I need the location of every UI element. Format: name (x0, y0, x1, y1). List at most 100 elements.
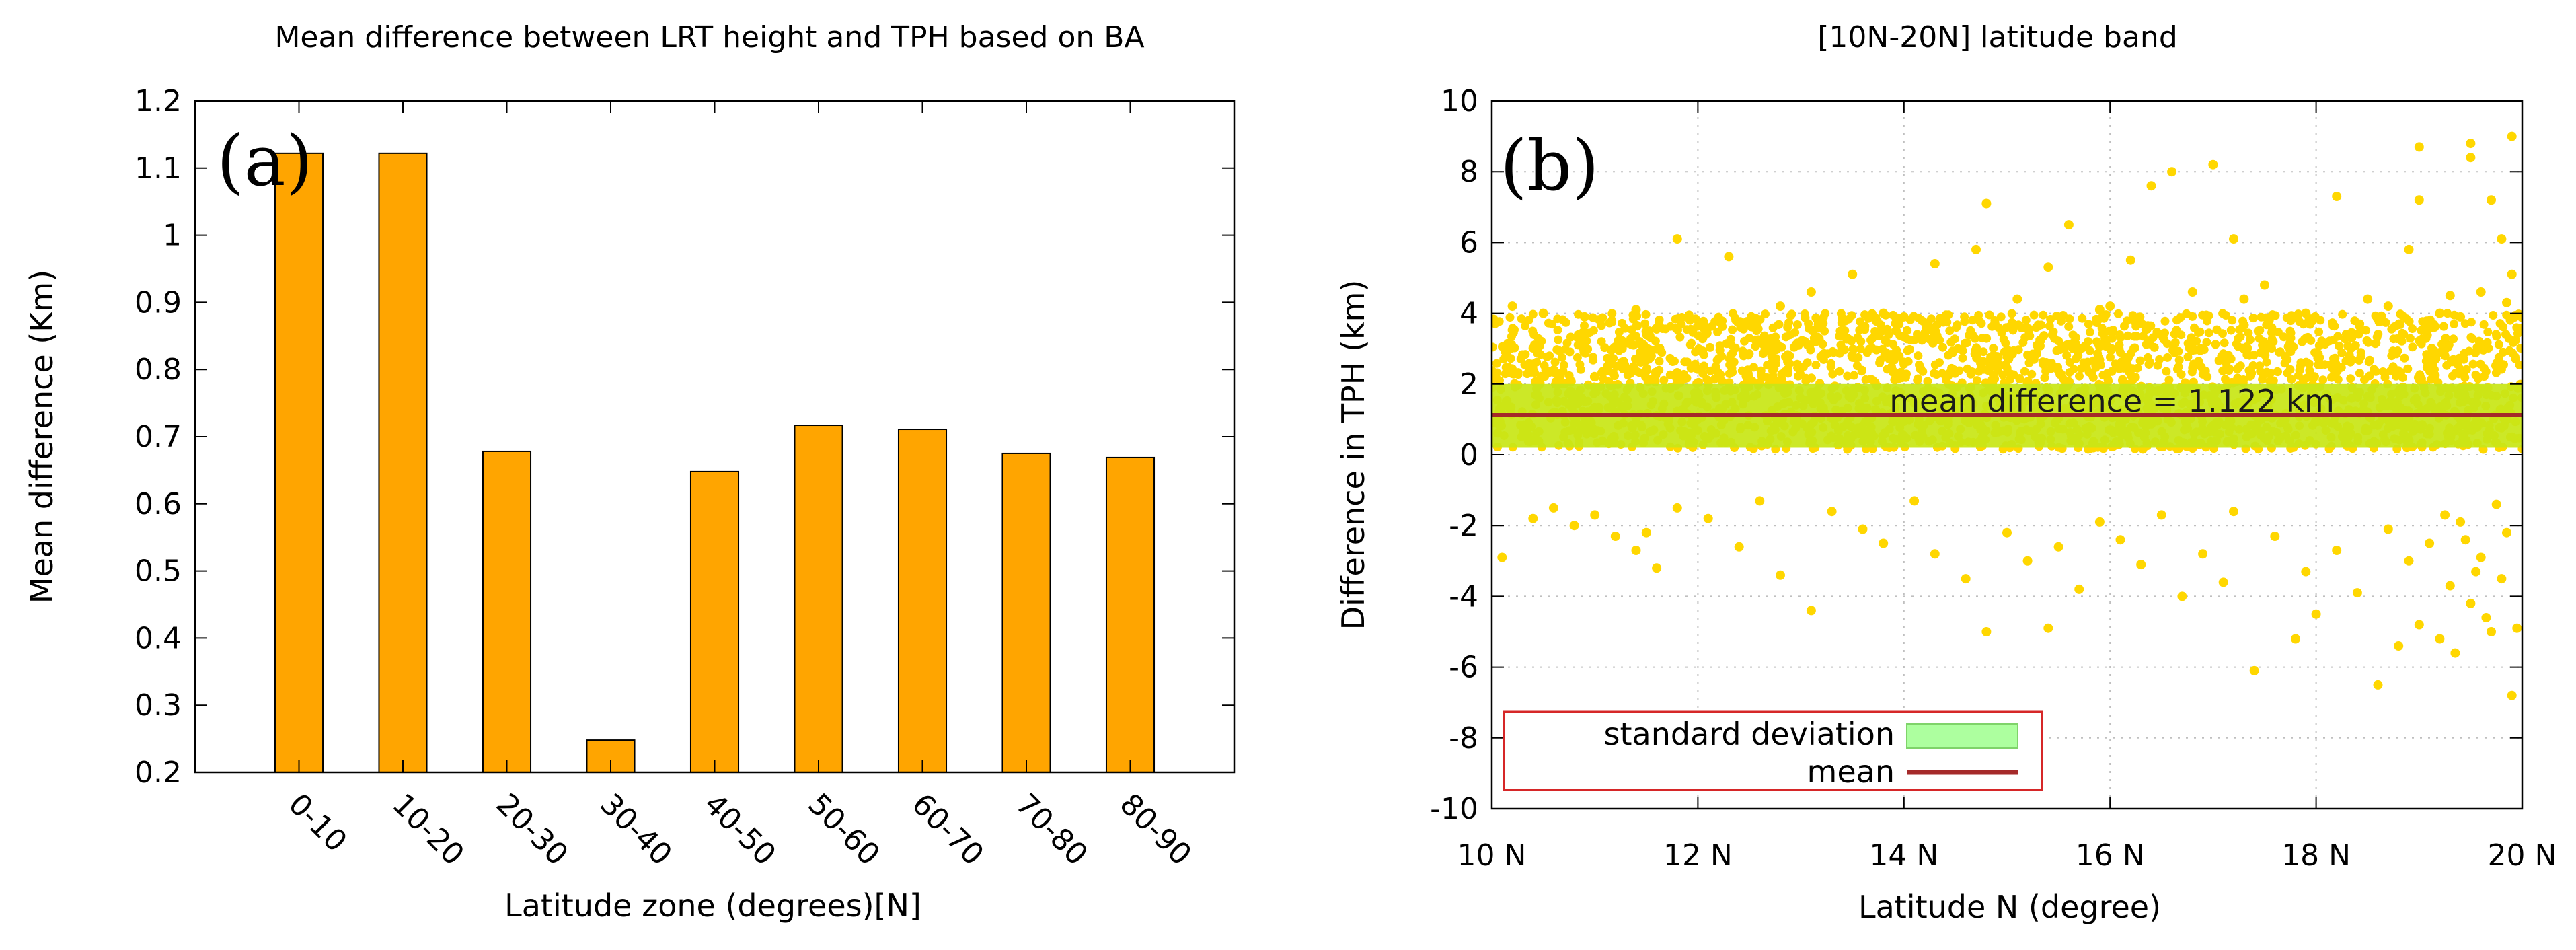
scatter-point (1739, 349, 1747, 359)
scatter-point (2472, 342, 2482, 352)
scatter-point (1864, 344, 1874, 354)
scatter-point (1945, 326, 1955, 336)
scatter-point (2229, 507, 2238, 517)
y-tick-label: 0.2 (135, 756, 182, 790)
scatter-point (2065, 314, 2074, 324)
scatter-point (2285, 365, 2295, 374)
scatter-point (2507, 690, 2517, 700)
scatter-point (2291, 634, 2300, 644)
scatter-point (1579, 328, 1588, 337)
scatter-point (1946, 338, 1956, 347)
scatter-point (2286, 334, 2296, 343)
scatter-point (1654, 318, 1663, 327)
scatter-point (2069, 365, 2078, 374)
scatter-point (1918, 367, 1928, 376)
scatter-point (1891, 314, 1901, 324)
scatter-point (2423, 351, 2432, 360)
scatter-point (2271, 311, 2280, 320)
scatter-point (1518, 350, 1527, 359)
scatter-point (1501, 369, 1510, 379)
scatter-point (1538, 308, 1548, 318)
scatter-point (1918, 336, 1927, 345)
scatter-point (2456, 312, 2466, 322)
scatter-point (2355, 369, 2364, 378)
y-tick-label: 0.5 (135, 554, 182, 589)
scatter-point (1620, 324, 1630, 333)
scatter-point (2337, 348, 2347, 357)
scatter-point (1565, 347, 1575, 357)
scatter-point (2426, 375, 2435, 384)
scatter-point (2131, 373, 2140, 382)
scatter-point (2512, 623, 2522, 633)
scatter-point (2283, 342, 2293, 351)
scatter-point (2495, 319, 2505, 328)
bar-10-20 (378, 152, 428, 773)
scatter-point (2022, 556, 2033, 566)
scatter-point (1792, 320, 1802, 329)
y-tick-label: 1 (163, 219, 182, 253)
scatter-point (1741, 371, 1751, 381)
scatter-point (1751, 314, 1760, 323)
x-tick-label: 18 N (2281, 838, 2351, 873)
y-tick-label: 4 (1460, 297, 1478, 331)
scatter-point (2329, 354, 2338, 363)
scatter-point (2302, 357, 2311, 367)
scatter-point (1728, 325, 1737, 334)
scatter-point (2479, 320, 2489, 329)
scatter-point (2242, 342, 2251, 351)
scatter-point (1776, 301, 1785, 312)
scatter-point (1828, 369, 1838, 379)
y-tick-label: 0.4 (135, 621, 182, 655)
scatter-point (1930, 549, 1940, 559)
scatter-point (2114, 309, 2123, 318)
scatter-point (2383, 301, 2393, 312)
scatter-point (2164, 375, 2174, 385)
y-tick-label: -8 (1449, 721, 1478, 756)
scatter-point (1771, 332, 1780, 342)
scatter-point (1840, 316, 1850, 326)
scatter-point (2466, 139, 2476, 149)
scatter-point (1537, 336, 1546, 346)
scatter-point (2125, 368, 2134, 377)
scatter-point (2491, 361, 2500, 370)
scatter-point (2160, 316, 2170, 326)
chart-a-ylabel: Mean difference (Km) (24, 270, 60, 604)
scatter-point (2038, 357, 2047, 367)
scatter-point (1944, 310, 1953, 320)
scatter-point (1806, 287, 1816, 297)
x-tick-label: 20 N (2488, 838, 2557, 873)
scatter-point (2204, 328, 2213, 338)
scatter-point (1671, 373, 1681, 382)
scatter-point (1603, 353, 1612, 363)
scatter-point (1811, 361, 1821, 369)
scatter-point (2325, 336, 2335, 346)
scatter-point (2466, 153, 2476, 163)
scatter-point (2202, 338, 2211, 347)
scatter-point (2468, 359, 2478, 369)
scatter-point (1698, 369, 1708, 378)
scatter-point (1760, 346, 1770, 356)
scatter-point (1612, 361, 1622, 371)
scatter-point (1966, 369, 1975, 379)
scatter-point (2167, 167, 2177, 177)
scatter-point (1883, 365, 1892, 374)
scatter-point (1783, 357, 1792, 366)
scatter-point (1768, 357, 1777, 367)
scatter-point (2404, 244, 2414, 254)
y-tick-label: 8 (1460, 155, 1478, 189)
scatter-point (2115, 535, 2125, 545)
scatter-point (1987, 375, 1997, 384)
scatter-point (2294, 371, 2303, 380)
scatter-point (1699, 361, 1708, 371)
scatter-point (1923, 377, 1932, 386)
scatter-point (2029, 310, 2039, 320)
scatter-point (1620, 360, 1630, 369)
legend-label-std: standard deviation (1604, 716, 1895, 752)
scatter-point (1562, 338, 1572, 348)
scatter-point (2489, 311, 2498, 320)
scatter-point (2174, 346, 2183, 356)
scatter-point (1972, 376, 1981, 386)
scatter-point (2235, 325, 2244, 334)
scatter-point (1573, 340, 1583, 350)
scatter-point (2402, 314, 2411, 323)
